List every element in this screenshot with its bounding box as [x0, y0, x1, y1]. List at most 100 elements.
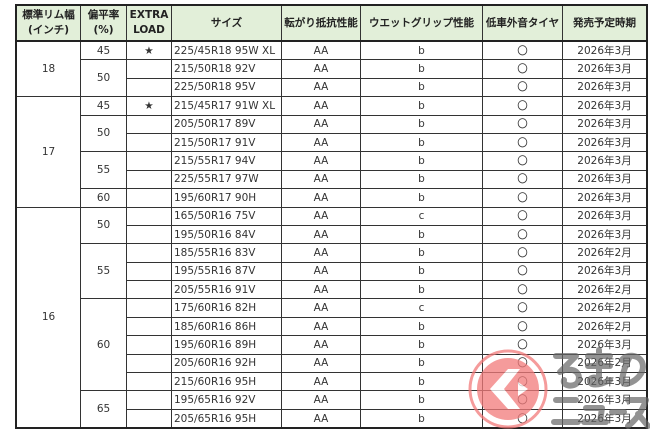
release-date-cell: 2026年3月: [562, 224, 648, 245]
table-row: 18 45 ★ 225/45R18 95W XL AA b 〇 2026年3月: [15, 40, 648, 98]
low-noise-cell: 〇: [482, 298, 563, 318]
extra-load-cell: ★: [126, 40, 172, 61]
table-row: 215/50R17 91V AA b 〇 2026年3月: [16, 132, 648, 153]
wet-grip-cell: b: [360, 169, 483, 190]
release-date-cell: 2026年3月: [562, 408, 648, 429]
low-noise-cell: 〇: [482, 206, 563, 226]
release-date-cell: 2026年3月: [562, 40, 648, 61]
low-noise-cell: 〇: [482, 280, 563, 300]
size-cell: 175/60R16 82H: [171, 298, 282, 318]
header-row: 標準リム幅 (インチ) 偏平率 (%) EXTRA LOAD サイズ 転がり抵抗性能 ウエ…: [15, 4, 648, 42]
aspect-ratio-cell: 50: [80, 114, 127, 153]
rim-width-cell: 18: [15, 40, 81, 98]
low-noise-cell: 〇: [482, 335, 563, 355]
rim-width-cell: 16: [15, 206, 81, 429]
rolling-resistance-cell: AA: [281, 40, 361, 61]
release-date-cell: 2026年3月: [562, 132, 648, 153]
table-row: 205/60R16 92H AA b 〇 2026年2月: [16, 353, 648, 374]
release-date-cell: 2026年2月: [562, 298, 648, 318]
size-cell: 225/45R18 95W XL: [171, 40, 282, 61]
size-cell: 215/55R17 94V: [171, 151, 282, 171]
extra-load-cell: [126, 390, 172, 410]
release-date-cell: 2026年2月: [562, 243, 648, 263]
low-noise-cell: 〇: [482, 243, 563, 263]
extra-load-cell: [126, 59, 172, 79]
table-row: 225/55R17 97W AA b 〇 2026年3月: [16, 169, 648, 190]
table-row: 60 175/60R16 82H AA c 〇 2026年2月: [16, 298, 648, 392]
low-noise-cell: 〇: [482, 132, 563, 153]
size-cell: 195/50R16 84V: [171, 224, 282, 245]
header-rim-width: 標準リム幅 (インチ): [15, 4, 81, 42]
release-date-cell: 2026年3月: [562, 261, 648, 282]
table-body: 18 45 ★ 225/45R18 95W XL AA b 〇 2026年3月 50 215/50…: [15, 40, 648, 429]
wet-grip-cell: b: [360, 353, 483, 374]
low-noise-cell: 〇: [482, 96, 563, 116]
extra-load-cell: [126, 77, 172, 98]
wet-grip-cell: b: [360, 335, 483, 355]
low-noise-cell: 〇: [482, 40, 563, 61]
rolling-resistance-cell: AA: [281, 390, 361, 410]
low-noise-cell: 〇: [482, 372, 563, 392]
release-date-cell: 2026年3月: [562, 390, 648, 410]
release-date-cell: 2026年2月: [562, 353, 648, 374]
extra-load-cell: [126, 206, 172, 226]
extra-load-cell: [126, 372, 172, 392]
wet-grip-cell: b: [360, 224, 483, 245]
extra-load-cell: [126, 353, 172, 374]
wet-grip-cell: b: [360, 390, 483, 410]
low-noise-cell: 〇: [482, 114, 563, 134]
low-noise-cell: 〇: [482, 188, 563, 208]
size-cell: 205/55R16 91V: [171, 280, 282, 300]
extra-load-cell: [126, 298, 172, 318]
wet-grip-cell: b: [360, 40, 483, 61]
table-row: 55 185/55R16 83V AA b 〇 2026年2月: [16, 243, 648, 300]
rolling-resistance-cell: AA: [281, 353, 361, 374]
size-cell: 205/65R16 95H: [171, 408, 282, 429]
release-date-cell: 2026年3月: [562, 335, 648, 355]
release-date-cell: 2026年2月: [562, 316, 648, 337]
table-row: 16 50 165/50R16 75V AA c 〇 2026年3月: [15, 206, 648, 429]
table-row: 185/60R16 86H AA b 〇 2026年2月: [16, 316, 648, 337]
table-row: 65 195/65R16 92V AA b 〇 2026年3月: [16, 390, 648, 429]
size-cell: 195/60R17 90H: [171, 188, 282, 208]
rolling-resistance-cell: AA: [281, 77, 361, 98]
header-aspect-ratio: 偏平率 (%): [80, 4, 127, 42]
extra-load-cell: [126, 224, 172, 245]
size-cell: 225/50R18 95V: [171, 77, 282, 98]
wet-grip-cell: c: [360, 206, 483, 226]
low-noise-cell: 〇: [482, 224, 563, 245]
rolling-resistance-cell: AA: [281, 280, 361, 300]
extra-load-cell: [126, 261, 172, 282]
rolling-resistance-cell: AA: [281, 96, 361, 116]
aspect-ratio-cell: 45: [80, 96, 127, 116]
low-noise-cell: 〇: [482, 151, 563, 171]
rolling-resistance-cell: AA: [281, 372, 361, 392]
aspect-ratio-cell: 65: [80, 390, 127, 429]
aspect-ratio-cell: 45: [80, 40, 127, 61]
table-row: 195/60R16 89H AA b 〇 2026年3月: [16, 335, 648, 355]
rolling-resistance-cell: AA: [281, 59, 361, 79]
aspect-ratio-cell: 50: [80, 206, 127, 245]
wet-grip-cell: c: [360, 298, 483, 318]
table-row: 17 45 ★ 215/45R17 91W XL AA b 〇 2026年3月: [15, 96, 648, 208]
wet-grip-cell: b: [360, 132, 483, 153]
size-cell: 185/60R16 86H: [171, 316, 282, 337]
rolling-resistance-cell: AA: [281, 188, 361, 208]
rim-width-cell: 17: [15, 96, 81, 208]
header-rolling-resistance: 転がり抵抗性能: [281, 4, 361, 42]
wet-grip-cell: b: [360, 59, 483, 79]
low-noise-cell: 〇: [482, 353, 563, 374]
release-date-cell: 2026年3月: [562, 188, 648, 208]
wet-grip-cell: b: [360, 280, 483, 300]
rolling-resistance-cell: AA: [281, 335, 361, 355]
size-cell: 225/55R17 97W: [171, 169, 282, 190]
rolling-resistance-cell: AA: [281, 206, 361, 226]
table-row: 225/50R18 95V AA b 〇 2026年3月: [16, 77, 648, 98]
wet-grip-cell: b: [360, 151, 483, 171]
extra-load-cell: [126, 316, 172, 337]
size-cell: 195/55R16 87V: [171, 261, 282, 282]
low-noise-cell: 〇: [482, 390, 563, 410]
wet-grip-cell: b: [360, 243, 483, 263]
table-row: 60 195/60R17 90H AA b 〇 2026年3月: [16, 188, 648, 208]
wet-grip-cell: b: [360, 114, 483, 134]
